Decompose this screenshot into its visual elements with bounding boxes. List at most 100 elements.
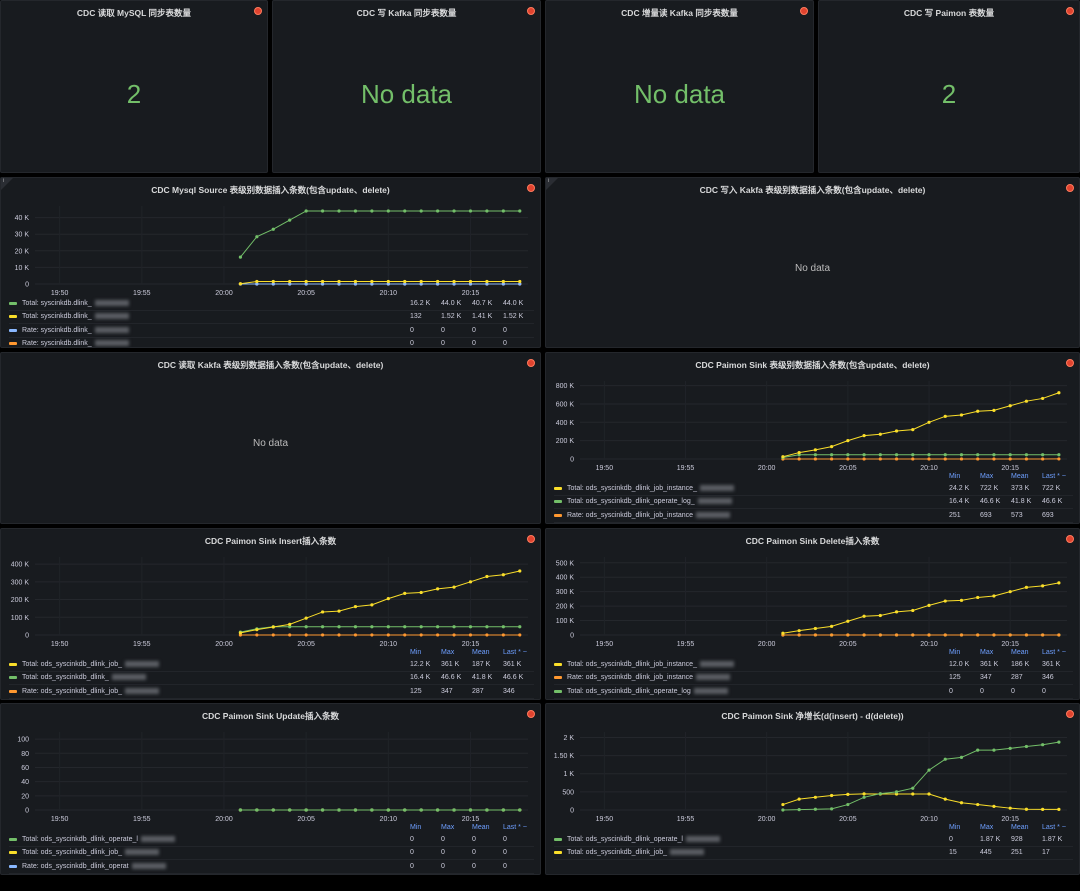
alert-icon[interactable] (1066, 359, 1074, 367)
legend: Total: syscinkdb.dlink_ 16.2 K 44.0 K 40.7 … (9, 297, 534, 348)
data-point (1008, 633, 1012, 637)
alert-icon[interactable] (527, 184, 535, 192)
legend-col-last[interactable]: Last * ~ (1042, 473, 1066, 480)
data-point (878, 792, 882, 796)
alert-icon[interactable] (527, 535, 535, 543)
data-point (518, 625, 522, 629)
chart-panel-paimon-delete[interactable]: CDC Paimon Sink Delete插入条数 0 100 K 200 K 300… (545, 528, 1080, 700)
legend-item[interactable]: Rate: syscinkdb.dlink_ 0 0 0 0 (9, 338, 534, 348)
chart-panel-paimon-sink[interactable]: CDC Paimon Sink 表级别数据插入条数(包含update、delet… (545, 352, 1080, 524)
legend-item[interactable]: Total: ods_syscinkdb_dlink_operate_log 0 0… (554, 685, 1073, 699)
y-tick-label: 0 (570, 808, 574, 815)
legend-col-min[interactable]: Min (949, 824, 961, 831)
alert-icon[interactable] (1066, 710, 1074, 718)
data-point (1024, 399, 1029, 403)
legend-col-min[interactable]: Min (949, 473, 961, 480)
legend-col-last[interactable]: Last * ~ (503, 824, 527, 831)
legend-item[interactable]: Total: ods_syscinkdb_dlink_operate_l 0 1.8… (554, 833, 1073, 847)
legend-col-mean[interactable]: Mean (1011, 649, 1029, 656)
legend-item[interactable]: Rate: ods_syscinkdb_dlink_job_ 125 347 287 3… (9, 685, 534, 699)
x-tick-label: 20:10 (380, 816, 398, 823)
legend-item[interactable]: Rate: ods_syscinkdb_dlink_job_instance 12… (554, 672, 1073, 685)
redacted-mask (699, 660, 734, 667)
legend-stat: 46.6 K (1042, 498, 1063, 506)
data-point (337, 808, 341, 812)
legend-col-min[interactable]: Min (949, 649, 961, 656)
stat-value: 2 (126, 79, 142, 109)
legend-item[interactable]: Total: ods_syscinkdb_dlink_job_ 15 445 251 1… (554, 847, 1073, 860)
legend-stat: 44.0 K (503, 299, 524, 307)
alert-icon[interactable] (527, 359, 535, 367)
data-point (304, 282, 308, 286)
legend-col-mean[interactable]: Mean (472, 824, 490, 831)
redacted-mask (140, 835, 175, 842)
panel-title: CDC Paimon Sink 净增长(d(insert) - d(delete… (721, 711, 904, 721)
data-point (992, 748, 996, 752)
y-tick-label: 0 (25, 808, 29, 815)
legend-col-max[interactable]: Max (980, 649, 994, 656)
y-tick-label: 500 (562, 789, 574, 796)
chart-panel-mysql-source[interactable]: i CDC Mysql Source 表级别数据插入条数(包含update、del… (0, 177, 541, 348)
stat-panel-kafka-write-tables[interactable]: CDC 写 Kafka 同步表数量 No data (272, 0, 541, 173)
legend-col-max[interactable]: Max (980, 473, 994, 480)
legend-col-last[interactable]: Last * ~ (503, 649, 527, 656)
legend-col-mean[interactable]: Mean (1011, 473, 1029, 480)
panel-kafka-write-rows[interactable]: i CDC 写入 Kakfa 表级别数据插入条数(包含update、delete)… (545, 177, 1080, 348)
alert-icon[interactable] (1066, 7, 1074, 15)
legend-col-max[interactable]: Max (441, 649, 455, 656)
data-point (911, 428, 915, 432)
stat-panel-paimon-tables[interactable]: CDC 写 Paimon 表数量 2 (818, 0, 1080, 173)
data-point (927, 792, 931, 796)
data-point (255, 633, 259, 637)
legend-item[interactable]: Total: syscinkdb.dlink_ 16.2 K 44.0 K 40.7 … (9, 297, 534, 311)
data-point (1024, 807, 1029, 811)
legend-item[interactable]: Total: ods_syscinkdb_dlink_job_ 0 0 0 0 (9, 847, 534, 860)
chart-panel-paimon-insert[interactable]: CDC Paimon Sink Insert插入条数 0 100 K 200 K 300… (0, 528, 541, 700)
data-point (862, 453, 866, 457)
info-icon[interactable]: i (1, 178, 13, 190)
legend-col-mean[interactable]: Mean (472, 649, 490, 656)
stat-panel-kafka-read-tables[interactable]: CDC 增量读 Kafka 同步表数量 No data (545, 0, 814, 173)
chart-panel-paimon-update[interactable]: CDC Paimon Sink Update插入条数 0 20 40 60 80 100 19… (0, 703, 541, 875)
legend-item[interactable]: Rate: ods_syscinkdb_dlink_operat 0 0 0 0 (9, 860, 534, 874)
legend-col-mean[interactable]: Mean (1011, 824, 1029, 831)
chart-panel-paimon-net-growth[interactable]: CDC Paimon Sink 净增长(d(insert) - d(delete… (545, 703, 1080, 875)
legend-col-last[interactable]: Last * ~ (1042, 824, 1066, 831)
legend-col-min[interactable]: Min (410, 649, 422, 656)
legend-col-last[interactable]: Last * ~ (1042, 649, 1066, 656)
panel-kafka-read-rows[interactable]: CDC 读取 Kakfa 表级别数据插入条数(包含update、delete) N… (0, 352, 541, 524)
data-point (911, 453, 915, 457)
legend-col-max[interactable]: Max (441, 824, 455, 831)
legend-col-min[interactable]: Min (410, 824, 422, 831)
alert-icon[interactable] (527, 710, 535, 718)
series-color-swatch (9, 864, 17, 868)
data-point (813, 626, 817, 631)
data-point (911, 786, 915, 790)
legend-item[interactable]: Rate: syscinkdb.dlink_ 0 0 0 0 (9, 324, 534, 338)
legend-col-max[interactable]: Max (980, 824, 994, 831)
legend-item[interactable]: Total: syscinkdb.dlink_ 132 1.52 K 1.41 K 1.… (9, 311, 534, 324)
legend-item[interactable]: Rate: ods_syscinkdb_dlink_job_instance 25… (554, 509, 1073, 523)
data-point (353, 633, 358, 637)
legend-header: Min Max Mean Last * ~ (9, 822, 534, 833)
data-point (927, 633, 931, 637)
legend-item[interactable]: Total: ods_syscinkdb_dlink_ 16.4 K 46.6 K 4… (9, 672, 534, 685)
legend-item[interactable]: Total: ods_syscinkdb_dlink_operate_log_ 1… (554, 496, 1073, 509)
data-point (485, 574, 489, 579)
legend-stat: 0 (472, 340, 476, 348)
legend-item[interactable]: Total: ods_syscinkdb_dlink_job_instance_… (554, 658, 1073, 672)
legend-item[interactable]: Total: ods_syscinkdb_dlink_operate_l 0 0 0 0 (9, 833, 534, 847)
no-data-message: No data (794, 262, 831, 274)
data-point (436, 633, 440, 637)
alert-icon[interactable] (254, 7, 262, 15)
alert-icon[interactable] (1066, 184, 1074, 192)
plot-area: 0 100 K 200 K 300 K 400 K 19:50 19:55 20:00 20:0… (11, 557, 528, 648)
legend-item[interactable]: Total: ods_syscinkdb_dlink_job_instance_… (554, 482, 1073, 496)
info-icon[interactable]: i (546, 178, 558, 190)
legend-item[interactable]: Total: ods_syscinkdb_dlink_job_ 12.2 K 361… (9, 658, 534, 672)
plot-area: 0 20 40 60 80 100 19:50 19:55 20:00 20:05 20:10 20:… (17, 732, 528, 823)
alert-icon[interactable] (800, 7, 808, 15)
alert-icon[interactable] (1066, 535, 1074, 543)
stat-panel-mysql-tables[interactable]: CDC 读取 MySQL 同步表数量 2 (0, 0, 268, 173)
alert-icon[interactable] (527, 7, 535, 15)
